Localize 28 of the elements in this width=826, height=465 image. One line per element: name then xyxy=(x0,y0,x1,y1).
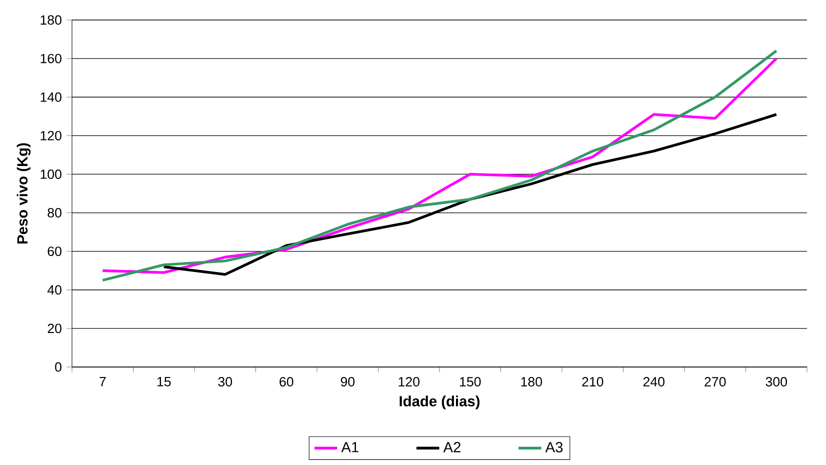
x-tick-label: 15 xyxy=(157,377,171,386)
x-axis-title: Idade (dias) xyxy=(400,396,480,410)
y-tick-label: 120 xyxy=(40,130,62,140)
y-tick-label: 40 xyxy=(47,285,62,295)
x-tick-label: 90 xyxy=(340,377,355,386)
y-tick-label: 20 xyxy=(48,324,62,334)
y-axis-title: Peso vivo (Kg) xyxy=(16,143,31,244)
legend-label: A3 xyxy=(545,442,563,452)
y-tick-label: 100 xyxy=(40,170,62,179)
y-tick-label: 180 xyxy=(40,15,62,25)
legend-label: A1 xyxy=(341,442,358,452)
x-tick-label: 30 xyxy=(218,377,232,386)
x-tick-label: 60 xyxy=(280,377,294,386)
x-tick-label: 120 xyxy=(398,377,420,386)
x-tick-label: 240 xyxy=(643,377,664,386)
x-tick-label: 7 xyxy=(100,377,106,386)
y-tick-label: 0 xyxy=(55,362,62,372)
x-tick-label: 150 xyxy=(460,377,481,386)
x-tick-label: 180 xyxy=(521,377,542,386)
y-tick-label: 80 xyxy=(48,208,62,218)
x-tick-label: 300 xyxy=(766,377,787,386)
line-series xyxy=(162,113,778,276)
x-tick-label: 210 xyxy=(582,377,604,386)
y-tick-label: 140 xyxy=(40,92,62,102)
y-tick-label: 160 xyxy=(40,54,62,64)
y-tick-label: 60 xyxy=(48,246,62,256)
x-tick-label: 270 xyxy=(704,377,726,386)
legend-label: A2 xyxy=(443,442,460,452)
